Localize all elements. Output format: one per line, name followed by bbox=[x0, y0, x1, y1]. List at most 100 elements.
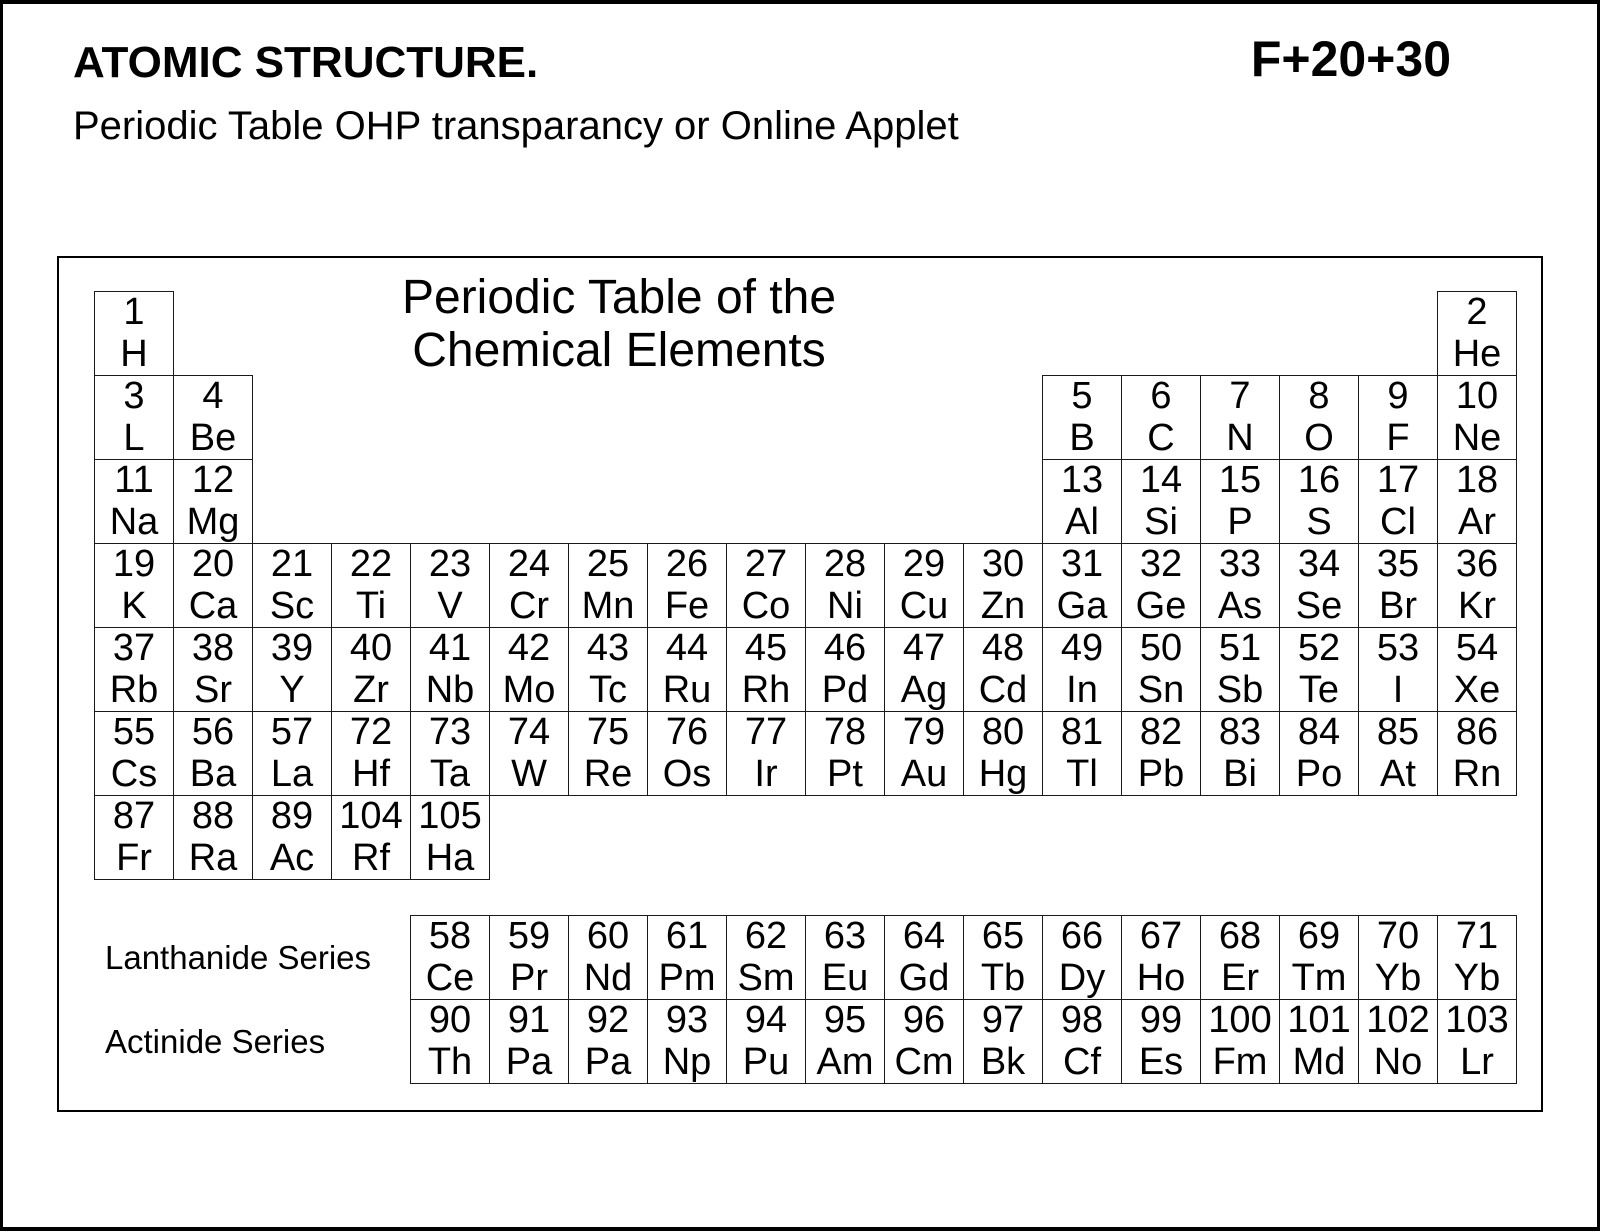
element-symbol: O bbox=[1304, 416, 1334, 459]
atomic-number: 52 bbox=[1297, 627, 1341, 670]
atomic-number: 6 bbox=[1150, 375, 1172, 418]
element-symbol: Dy bbox=[1058, 956, 1106, 999]
element-symbol: Sm bbox=[737, 956, 795, 999]
element-symbol: Co bbox=[741, 584, 791, 627]
atomic-number: 25 bbox=[586, 543, 630, 586]
atomic-number: 79 bbox=[902, 711, 946, 754]
element-symbol: S bbox=[1306, 500, 1332, 543]
element-cell-15-p: 15 P bbox=[1200, 459, 1280, 544]
element-cell-36-kr: 36 Kr bbox=[1437, 543, 1517, 628]
atomic-number: 50 bbox=[1139, 627, 1183, 670]
element-symbol: Ti bbox=[355, 584, 387, 627]
atomic-number: 40 bbox=[349, 627, 393, 670]
atomic-number: 59 bbox=[507, 915, 551, 958]
element-symbol: Bi bbox=[1223, 752, 1257, 795]
atomic-number: 60 bbox=[586, 915, 630, 958]
element-symbol: Re bbox=[583, 752, 633, 795]
element-cell-93-np: 93 Np bbox=[647, 999, 727, 1084]
element-symbol: Pt bbox=[827, 752, 863, 795]
element-cell-17-cl: 17 Cl bbox=[1358, 459, 1438, 544]
element-symbol: Gd bbox=[898, 956, 950, 999]
atomic-number: 83 bbox=[1218, 711, 1262, 754]
element-cell-104-rf: 104 Rf bbox=[331, 795, 411, 880]
element-cell-68-er: 68 Er bbox=[1200, 915, 1280, 1000]
atomic-number: 95 bbox=[823, 999, 867, 1042]
element-cell-86-rn: 86 Rn bbox=[1437, 711, 1517, 796]
atomic-number: 92 bbox=[586, 999, 630, 1042]
element-symbol: Tc bbox=[589, 668, 627, 711]
element-cell-76-os: 76 Os bbox=[647, 711, 727, 796]
element-cell-81-tl: 81 Tl bbox=[1042, 711, 1122, 796]
element-symbol: Ru bbox=[662, 668, 712, 711]
atomic-number: 96 bbox=[902, 999, 946, 1042]
atomic-number: 2 bbox=[1466, 291, 1488, 334]
element-cell-71-yb: 71 Yb bbox=[1437, 915, 1517, 1000]
element-cell-80-hg: 80 Hg bbox=[963, 711, 1043, 796]
element-symbol: Rb bbox=[109, 668, 159, 711]
element-cell-39-y: 39 Y bbox=[252, 627, 332, 712]
atomic-number: 9 bbox=[1387, 375, 1409, 418]
element-symbol: Fr bbox=[116, 836, 152, 879]
element-symbol: La bbox=[270, 752, 314, 795]
element-cell-16-s: 16 S bbox=[1279, 459, 1359, 544]
page-title: ATOMIC STRUCTURE. bbox=[73, 38, 539, 87]
element-cell-70-yb: 70 Yb bbox=[1358, 915, 1438, 1000]
element-cell-31-ga: 31 Ga bbox=[1042, 543, 1122, 628]
atomic-number: 48 bbox=[981, 627, 1025, 670]
atomic-number: 72 bbox=[349, 711, 393, 754]
atomic-number: 33 bbox=[1218, 543, 1262, 586]
element-symbol: Ga bbox=[1056, 584, 1108, 627]
element-symbol: N bbox=[1226, 416, 1254, 459]
element-symbol: L bbox=[123, 416, 145, 459]
atomic-number: 35 bbox=[1376, 543, 1420, 586]
element-cell-99-es: 99 Es bbox=[1121, 999, 1201, 1084]
element-symbol: Ba bbox=[189, 752, 237, 795]
atomic-number: 3 bbox=[123, 375, 145, 418]
element-cell-29-cu: 29 Cu bbox=[884, 543, 964, 628]
element-symbol: Cl bbox=[1380, 500, 1416, 543]
element-cell-12-mg: 12 Mg bbox=[173, 459, 253, 544]
element-cell-102-no: 102 No bbox=[1358, 999, 1438, 1084]
atomic-number: 55 bbox=[112, 711, 156, 754]
atomic-number: 24 bbox=[507, 543, 551, 586]
element-cell-91-pa: 91 Pa bbox=[489, 999, 569, 1084]
element-symbol: Y bbox=[279, 668, 305, 711]
element-symbol: Se bbox=[1295, 584, 1343, 627]
atomic-number: 99 bbox=[1139, 999, 1183, 1042]
element-symbol: At bbox=[1380, 752, 1416, 795]
element-cell-90-th: 90 Th bbox=[410, 999, 490, 1084]
atomic-number: 30 bbox=[981, 543, 1025, 586]
atomic-number: 88 bbox=[191, 795, 235, 838]
atomic-number: 32 bbox=[1139, 543, 1183, 586]
element-cell-105-ha: 105 Ha bbox=[410, 795, 490, 880]
element-symbol: Np bbox=[662, 1040, 712, 1083]
element-symbol: Ra bbox=[188, 836, 238, 879]
element-symbol: Ac bbox=[269, 836, 315, 879]
element-symbol: Es bbox=[1138, 1040, 1184, 1083]
element-cell-11-na: 11 Na bbox=[94, 459, 174, 544]
element-symbol: No bbox=[1373, 1040, 1423, 1083]
atomic-number: 36 bbox=[1455, 543, 1499, 586]
atomic-number: 1 bbox=[123, 291, 145, 334]
element-cell-33-as: 33 As bbox=[1200, 543, 1280, 628]
atomic-number: 81 bbox=[1060, 711, 1104, 754]
element-cell-52-te: 52 Te bbox=[1279, 627, 1359, 712]
element-cell-54-xe: 54 Xe bbox=[1437, 627, 1517, 712]
atomic-number: 14 bbox=[1139, 459, 1183, 502]
element-symbol: Ha bbox=[425, 836, 475, 879]
element-cell-30-zn: 30 Zn bbox=[963, 543, 1043, 628]
atomic-number: 66 bbox=[1060, 915, 1104, 958]
element-symbol: Ar bbox=[1458, 500, 1496, 543]
element-cell-4-be: 4 Be bbox=[173, 375, 253, 460]
element-cell-103-lr: 103 Lr bbox=[1437, 999, 1517, 1084]
element-cell-18-ar: 18 Ar bbox=[1437, 459, 1517, 544]
element-symbol: Cs bbox=[110, 752, 158, 795]
element-symbol: Pu bbox=[742, 1040, 790, 1083]
element-cell-75-re: 75 Re bbox=[568, 711, 648, 796]
element-cell-58-ce: 58 Ce bbox=[410, 915, 490, 1000]
element-symbol: Te bbox=[1298, 668, 1340, 711]
atomic-number: 54 bbox=[1455, 627, 1499, 670]
element-symbol: Hf bbox=[352, 752, 390, 795]
